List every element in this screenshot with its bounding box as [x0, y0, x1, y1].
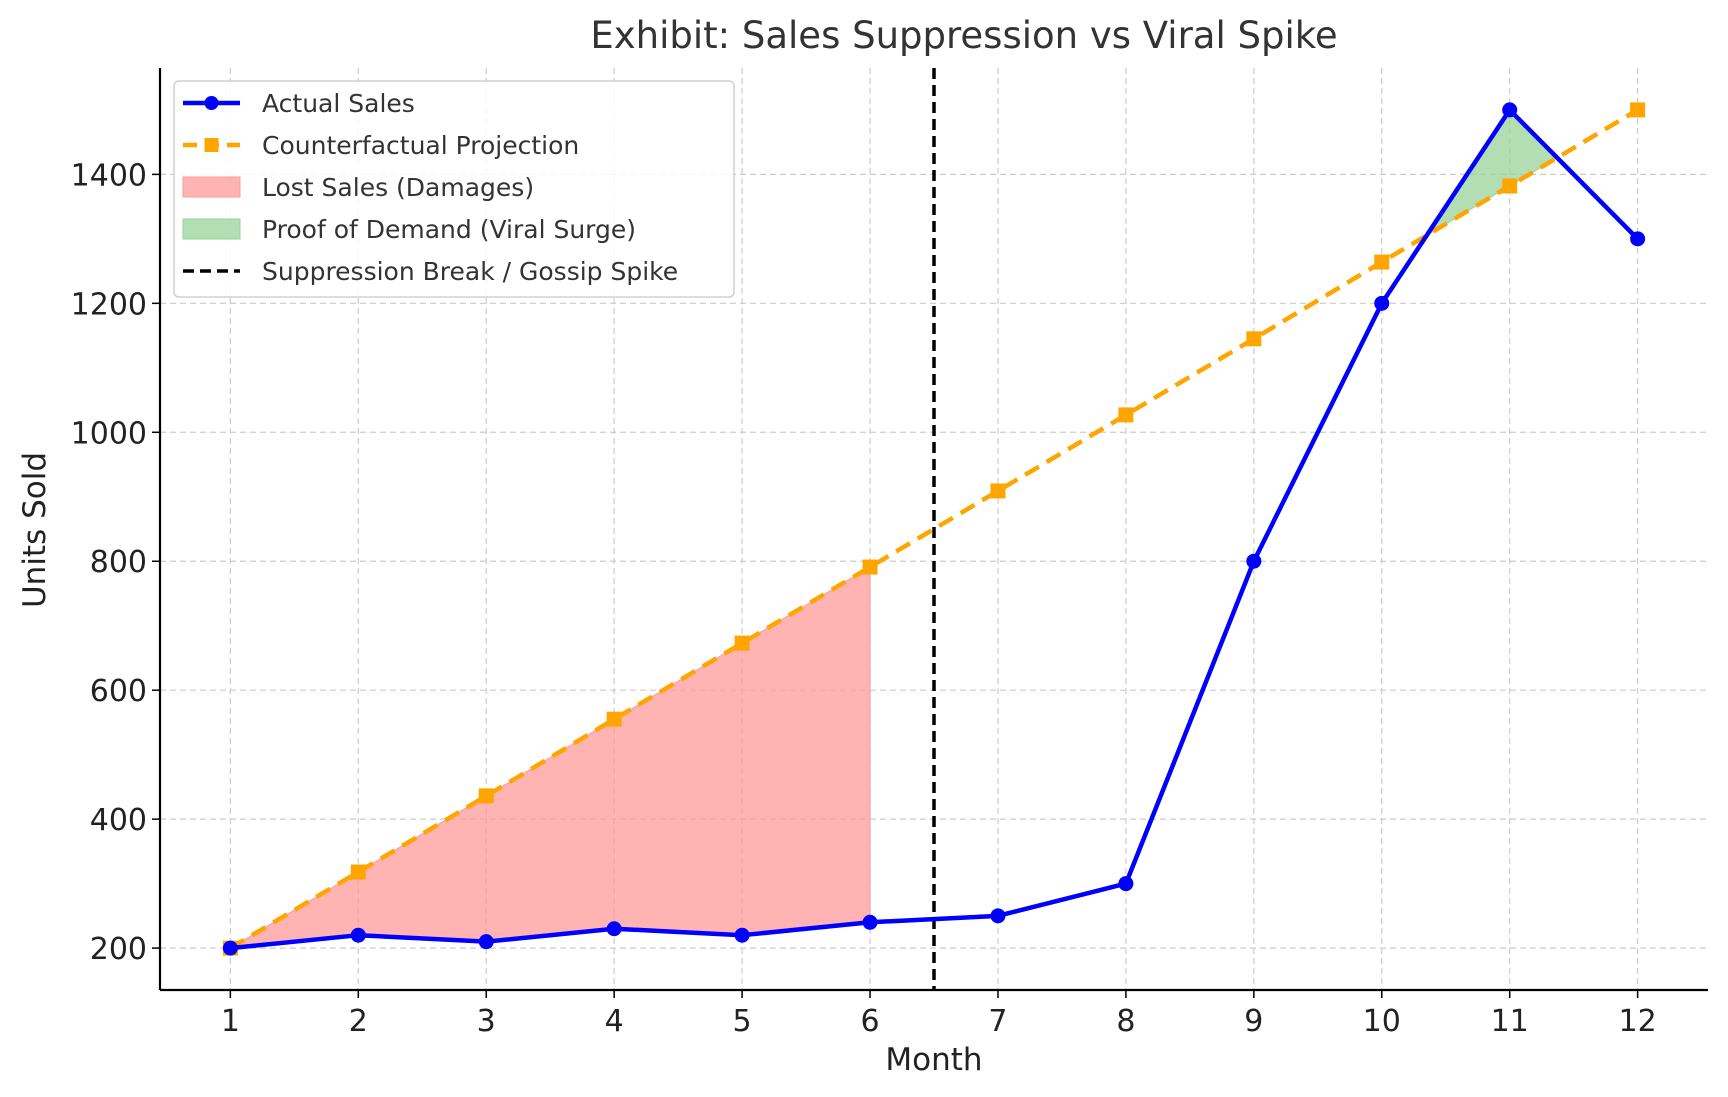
y-tick-label: 1400	[71, 158, 147, 193]
actual-sales-point	[350, 927, 366, 943]
projection-point	[1502, 178, 1518, 194]
projection-point	[1246, 331, 1262, 347]
axes	[152, 68, 1708, 998]
actual-sales-point	[478, 934, 494, 950]
legend-projection-marker	[204, 138, 219, 152]
projection-point	[606, 711, 622, 727]
actual-sales-point	[734, 927, 750, 943]
legend-label: Counterfactual Projection	[262, 131, 579, 160]
actual-sales-point	[1246, 553, 1262, 569]
x-tick-label: 9	[1244, 1004, 1263, 1039]
actual-sales-point	[1374, 295, 1390, 311]
x-tick-label: 5	[733, 1004, 752, 1039]
y-tick-label: 1000	[71, 416, 147, 451]
x-tick-label: 2	[349, 1004, 368, 1039]
y-tick-label: 600	[90, 674, 147, 709]
projection-point	[734, 635, 750, 651]
actual-sales-point	[1630, 231, 1646, 247]
legend-lost-sales-swatch	[182, 176, 241, 198]
x-tick-label: 1	[221, 1004, 240, 1039]
x-tick-label: 6	[860, 1004, 879, 1039]
actual-sales-point	[222, 940, 238, 956]
chart-title: Exhibit: Sales Suppression vs Viral Spik…	[590, 14, 1337, 57]
x-tick-label: 7	[988, 1004, 1007, 1039]
actual-sales-point	[1118, 876, 1134, 892]
y-tick-label: 800	[90, 545, 147, 580]
actual-sales-point	[990, 908, 1006, 924]
legend-label: Proof of Demand (Viral Surge)	[262, 215, 636, 244]
y-tick-label: 400	[90, 803, 147, 838]
actual-sales-point	[1502, 102, 1518, 118]
x-tick-label: 4	[605, 1004, 624, 1039]
x-tick-label: 10	[1363, 1004, 1401, 1039]
x-tick-label: 11	[1491, 1004, 1529, 1039]
projection-point	[1118, 407, 1134, 423]
legend: Actual Sales Counterfactual Projection Los…	[173, 80, 735, 298]
x-tick-label: 3	[477, 1004, 496, 1039]
y-axis-label: Units Sold	[17, 452, 53, 608]
x-axis-label: Month	[885, 1042, 982, 1078]
projection-point	[478, 788, 494, 804]
actual-sales-point	[606, 921, 622, 937]
actual-sales-line	[230, 107, 1640, 951]
x-tick-label: 8	[1116, 1004, 1135, 1039]
y-tick-label: 1200	[71, 287, 147, 322]
legend-box	[173, 80, 735, 298]
x-tick-label: 12	[1619, 1004, 1657, 1039]
projection-point	[350, 864, 366, 880]
legend-actual-sales-marker	[204, 96, 219, 110]
projection-point	[862, 559, 878, 575]
projection-point	[1630, 102, 1646, 118]
legend-label: Lost Sales (Damages)	[262, 173, 534, 202]
projection-line	[229, 107, 1639, 951]
y-tick-label: 200	[90, 932, 147, 967]
legend-proof-of-demand-swatch	[182, 218, 241, 240]
series	[222, 102, 1646, 956]
projection-point	[990, 483, 1006, 499]
proof-of-demand-area	[1426, 109, 1558, 236]
projection-point	[1374, 254, 1390, 270]
actual-sales-point	[862, 914, 878, 930]
legend-label: Suppression Break / Gossip Spike	[262, 257, 678, 286]
legend-label: Actual Sales	[262, 89, 415, 118]
